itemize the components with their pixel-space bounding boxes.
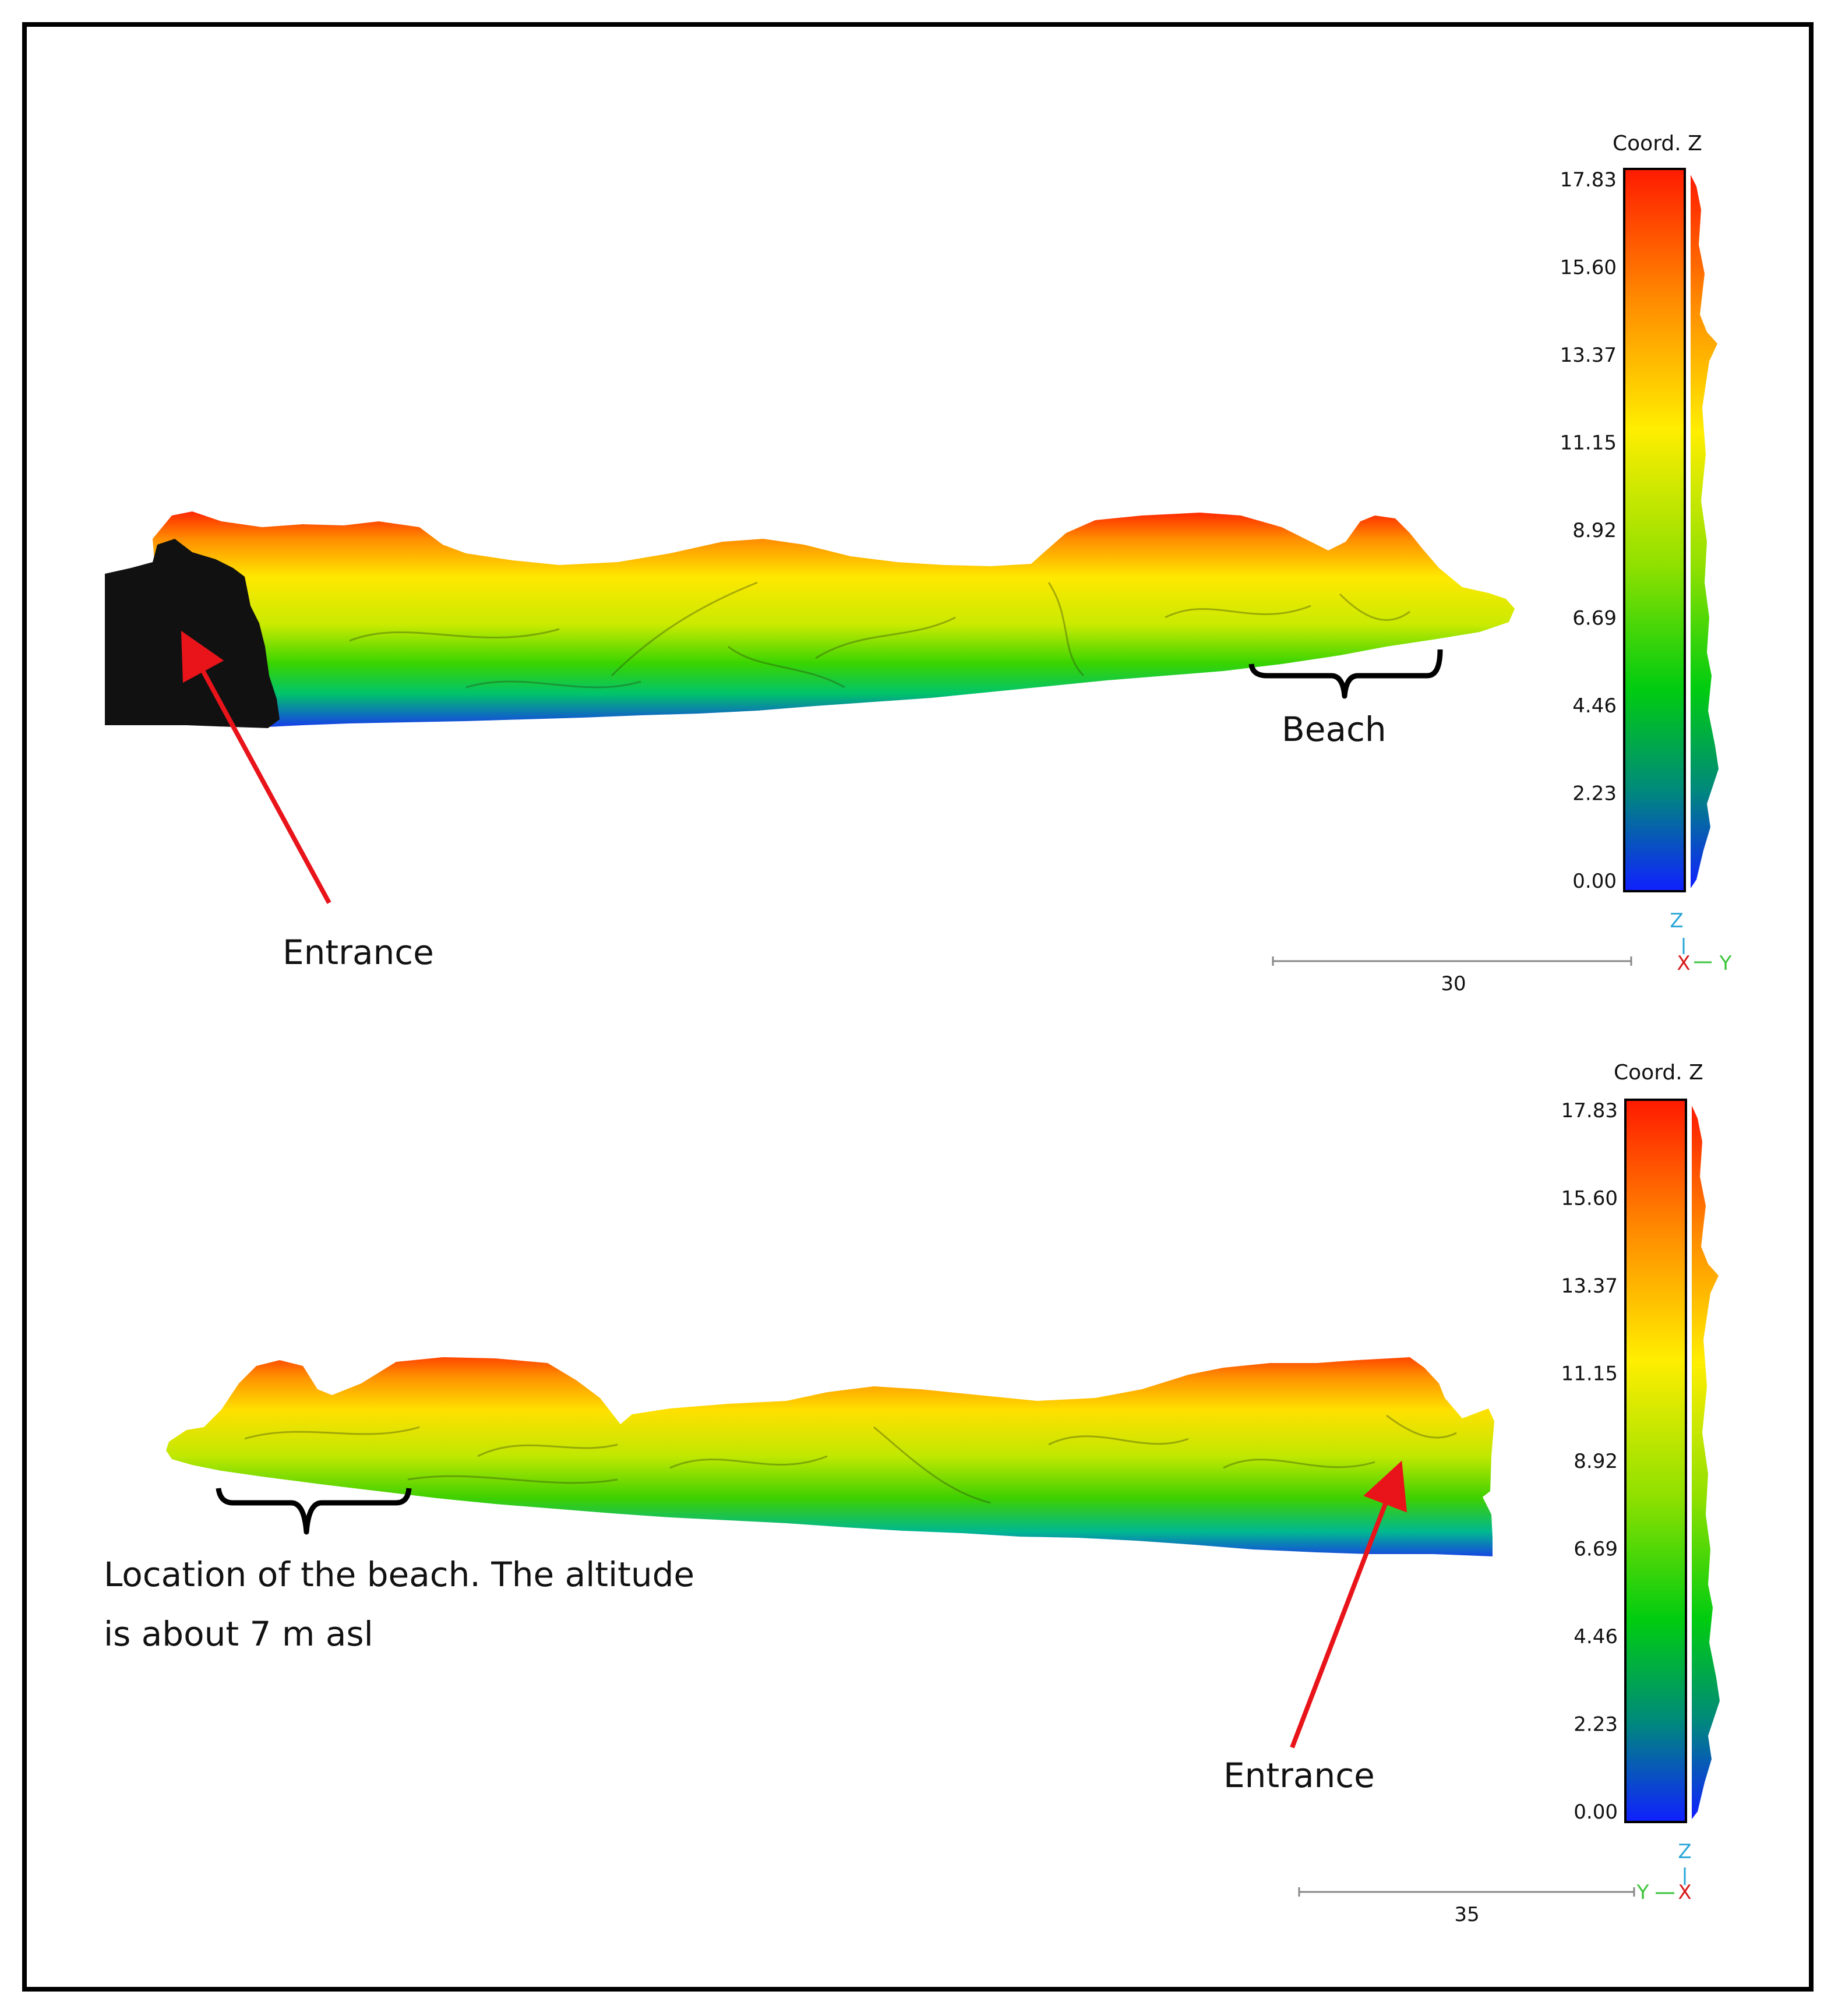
axis-left-top: X (1677, 952, 1690, 975)
colorbar-bottom-tick-label: 17.83 (1561, 1099, 1618, 1122)
entrance-arrow-top (181, 630, 331, 904)
colorbar-top-tick-label: 6.69 (1572, 607, 1617, 630)
colorbar-top-tick-label: 17.83 (1560, 168, 1617, 192)
colorbar-top-tick-label: 13.37 (1560, 344, 1617, 367)
colorbar-top (1623, 168, 1686, 892)
colorbar-top-tick-label: 11.15 (1560, 432, 1617, 455)
axis-gizmo-bottom: Z Y X (1636, 1840, 1692, 1904)
cave-model-top (153, 511, 1515, 727)
colorbar-bottom-tick-label: 8.92 (1574, 1450, 1618, 1473)
histogram-bottom (1692, 1106, 1720, 1819)
colorbar-ticks-bottom: 17.83 15.60 13.37 11.15 8.92 6.69 4.46 2.23 0.00 (1561, 1099, 1618, 1824)
colorbar-top-tick-label: 4.46 (1572, 694, 1617, 718)
colorbar-bottom-tick-label: 2.23 (1574, 1713, 1618, 1736)
colorbar-top-tick-label: 8.92 (1572, 519, 1617, 542)
beach-label-bottom-line1: Location of the beach. The altitude (104, 1555, 694, 1594)
colorbar-top-tick-label: 2.23 (1572, 782, 1617, 806)
colorbar-bottom-tick-label: 6.69 (1574, 1538, 1618, 1561)
scalebar-value-bottom: 35 (1454, 1903, 1479, 1926)
axis-left-bottom: Y (1636, 1881, 1649, 1904)
entrance-label-top: Entrance (283, 933, 434, 972)
axis-right-top: Y (1719, 952, 1732, 975)
cave-texture-bottom (244, 1414, 1457, 1504)
colorbar-bottom-tick-label: 0.00 (1574, 1800, 1618, 1824)
axis-z-bottom: Z (1678, 1840, 1691, 1863)
cave-model-bottom (166, 1357, 1494, 1556)
colorbar-title-top: Coord. Z (1613, 132, 1702, 156)
entrance-label-bottom: Entrance (1223, 1756, 1375, 1795)
colorbar-bottom-tick-label: 4.46 (1574, 1625, 1618, 1648)
axis-gizmo-top: Z X Y (1670, 909, 1731, 975)
colorbar-bottom-tick-label: 15.60 (1561, 1187, 1618, 1210)
axis-right-bottom: X (1678, 1881, 1691, 1904)
colorbar-top-tick-label: 15.60 (1560, 256, 1617, 280)
colorbar-ticks-top: 17.83 15.60 13.37 11.15 8.92 6.69 4.46 2.23 0.00 (1560, 168, 1617, 893)
cave-texture-top (349, 581, 1410, 689)
colorbar-top-tick-label: 0.00 (1572, 870, 1617, 893)
bottom-view: Entrance Location of the beach. The alti… (104, 1061, 1720, 1926)
beach-brace-bottom (216, 1488, 412, 1535)
colorbar-bottom (1624, 1099, 1687, 1823)
beach-brace-top (1248, 649, 1443, 699)
colorbar-bottom-tick-label: 11.15 (1561, 1362, 1618, 1386)
top-view: Entrance Beach Coord. Z 17.8315.6013.371… (105, 132, 1732, 995)
colorbar-title-bottom: Coord. Z (1614, 1061, 1703, 1085)
figure-frame (22, 22, 1814, 1992)
axis-z-top: Z (1670, 909, 1683, 933)
beach-label-bottom-line2: is about 7 m asl (104, 1614, 373, 1654)
entrance-arrow-bottom (1290, 1460, 1407, 1749)
histogram-top (1691, 175, 1719, 888)
beach-label-top: Beach (1282, 709, 1387, 749)
colorbar-bottom-tick-label: 13.37 (1561, 1274, 1618, 1298)
scalebar-value-top: 30 (1441, 972, 1466, 995)
